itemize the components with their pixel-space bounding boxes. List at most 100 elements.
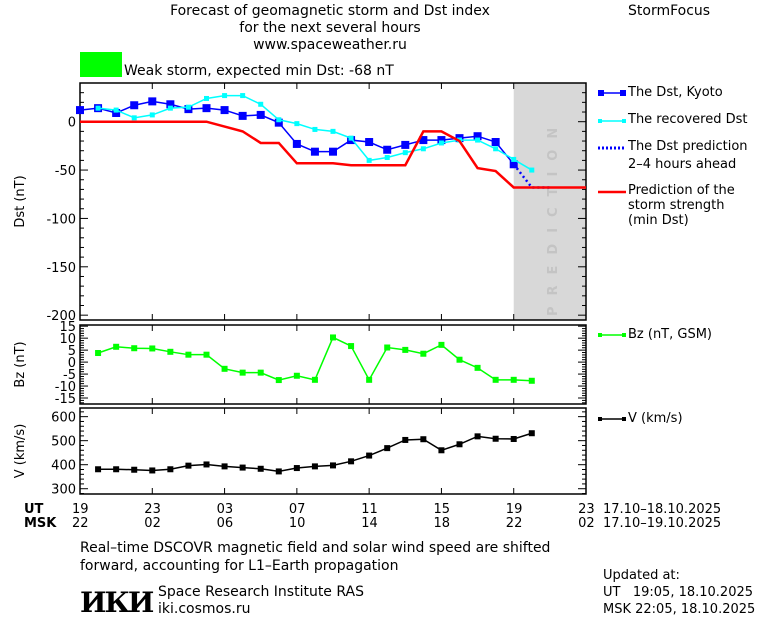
data-point: [149, 112, 155, 118]
data-point: [402, 346, 409, 353]
data-point: [330, 334, 336, 341]
ut-tick-label: 23: [578, 502, 595, 517]
legend-bz-swatch-marker: [598, 333, 602, 337]
updated-msk: MSK 22:05, 18.10.2025: [603, 602, 756, 617]
data-point: [256, 110, 265, 119]
y-tick-label: 0: [68, 116, 76, 131]
data-point: [131, 466, 138, 473]
legend-prediction-1: The Dst prediction: [628, 139, 748, 154]
data-point: [204, 95, 209, 101]
data-point: [510, 376, 517, 383]
data-point: [528, 430, 535, 437]
data-point: [95, 466, 102, 473]
data-point: [402, 436, 409, 443]
y-tick-label: 15: [59, 320, 76, 335]
storm-status-text: Weak storm, expected min Dst: -68 nT: [124, 63, 394, 79]
data-point: [510, 435, 517, 442]
data-point: [239, 369, 246, 376]
data-point: [276, 117, 282, 123]
data-point: [185, 104, 191, 110]
series-line-the-recovered-dst: [97, 94, 533, 171]
y-tick-label: -150: [46, 261, 76, 276]
institute-site-link[interactable]: iki.cosmos.ru: [158, 601, 251, 617]
data-point: [95, 105, 101, 111]
data-point: [113, 466, 120, 473]
data-point: [312, 126, 318, 132]
data-point: [330, 462, 336, 469]
institute-name: Space Research Institute RAS: [158, 584, 364, 600]
y-tick-label: 300: [51, 483, 76, 498]
chart-title-url: www.spaceweather.ru: [253, 37, 407, 53]
legend-prediction-2: 2–4 hours ahead: [628, 157, 737, 172]
data-point: [294, 121, 300, 127]
data-point: [130, 101, 139, 110]
msk-label: MSK: [24, 516, 57, 531]
data-point: [420, 146, 426, 152]
data-point: [311, 376, 318, 383]
footnote-line-1: Real–time DSCOVR magnetic field and sola…: [80, 540, 551, 556]
data-point: [167, 348, 174, 355]
data-point: [257, 465, 264, 472]
data-point: [511, 156, 517, 162]
msk-tick-label: 22: [505, 516, 523, 531]
legend-v: V (km/s): [628, 411, 683, 426]
data-point: [238, 111, 247, 120]
data-point: [220, 106, 229, 115]
chart-title-line-1: Forecast of geomagnetic storm and Dst in…: [170, 3, 490, 19]
legend-recovered-swatch-marker: [598, 119, 602, 123]
data-point: [438, 341, 445, 348]
data-point: [131, 345, 138, 352]
panel-frame: [79, 407, 587, 495]
legend-strength-3: (min Dst): [628, 213, 689, 228]
legend-kyoto-swatch-marker: [598, 90, 604, 96]
data-point: [275, 377, 282, 384]
legend-recovered-swatch-marker: [622, 119, 626, 123]
data-point: [239, 464, 246, 471]
data-point: [185, 351, 192, 358]
y-tick-label: 10: [59, 332, 76, 347]
data-point: [366, 157, 372, 163]
y-axis-label: V (km/s): [13, 424, 28, 479]
data-point: [293, 372, 300, 379]
data-point: [221, 365, 228, 372]
legend-v-swatch-marker: [622, 417, 626, 421]
y-tick-label: -200: [46, 309, 76, 324]
data-point: [203, 461, 210, 468]
msk-date-range: 17.10–19.10.2025: [603, 516, 722, 531]
data-point: [365, 138, 374, 147]
ut-tick-label: 19: [505, 502, 523, 517]
data-point: [491, 138, 500, 147]
data-point: [310, 147, 319, 156]
data-point: [112, 108, 121, 117]
data-point: [95, 350, 102, 357]
data-point: [203, 351, 210, 358]
y-tick-label: 600: [51, 411, 76, 426]
ut-tick-label: 19: [72, 502, 89, 517]
data-point: [149, 467, 156, 474]
legend-recovered: The recovered Dst: [628, 112, 748, 127]
ut-tick-label: 07: [288, 502, 306, 517]
series-line-bz-nt-gsm-: [97, 336, 532, 382]
data-point: [330, 128, 336, 134]
data-point: [420, 350, 427, 357]
y-tick-label: -50: [55, 164, 76, 179]
prediction-label: PREDICTION: [546, 117, 561, 316]
y-tick-label: 5: [68, 344, 76, 359]
data-point: [402, 150, 408, 156]
data-point: [292, 139, 301, 148]
prediction-shade: [513, 83, 586, 320]
data-point: [348, 343, 355, 350]
data-point: [311, 463, 318, 470]
data-point: [329, 147, 337, 156]
updated-ut: UT 19:05, 18.10.2025: [603, 585, 754, 600]
y-tick-label: -5: [63, 368, 76, 383]
ut-date-range: 17.10–18.10.2025: [603, 502, 722, 517]
data-point: [456, 441, 463, 448]
legend-strength-1: Prediction of the: [628, 183, 735, 198]
data-point: [348, 458, 355, 465]
storm-level-indicator: [80, 52, 122, 77]
msk-tick-label: 14: [361, 516, 378, 531]
legend-kyoto-swatch-marker: [620, 90, 626, 96]
ut-tick-label: 23: [144, 502, 161, 517]
